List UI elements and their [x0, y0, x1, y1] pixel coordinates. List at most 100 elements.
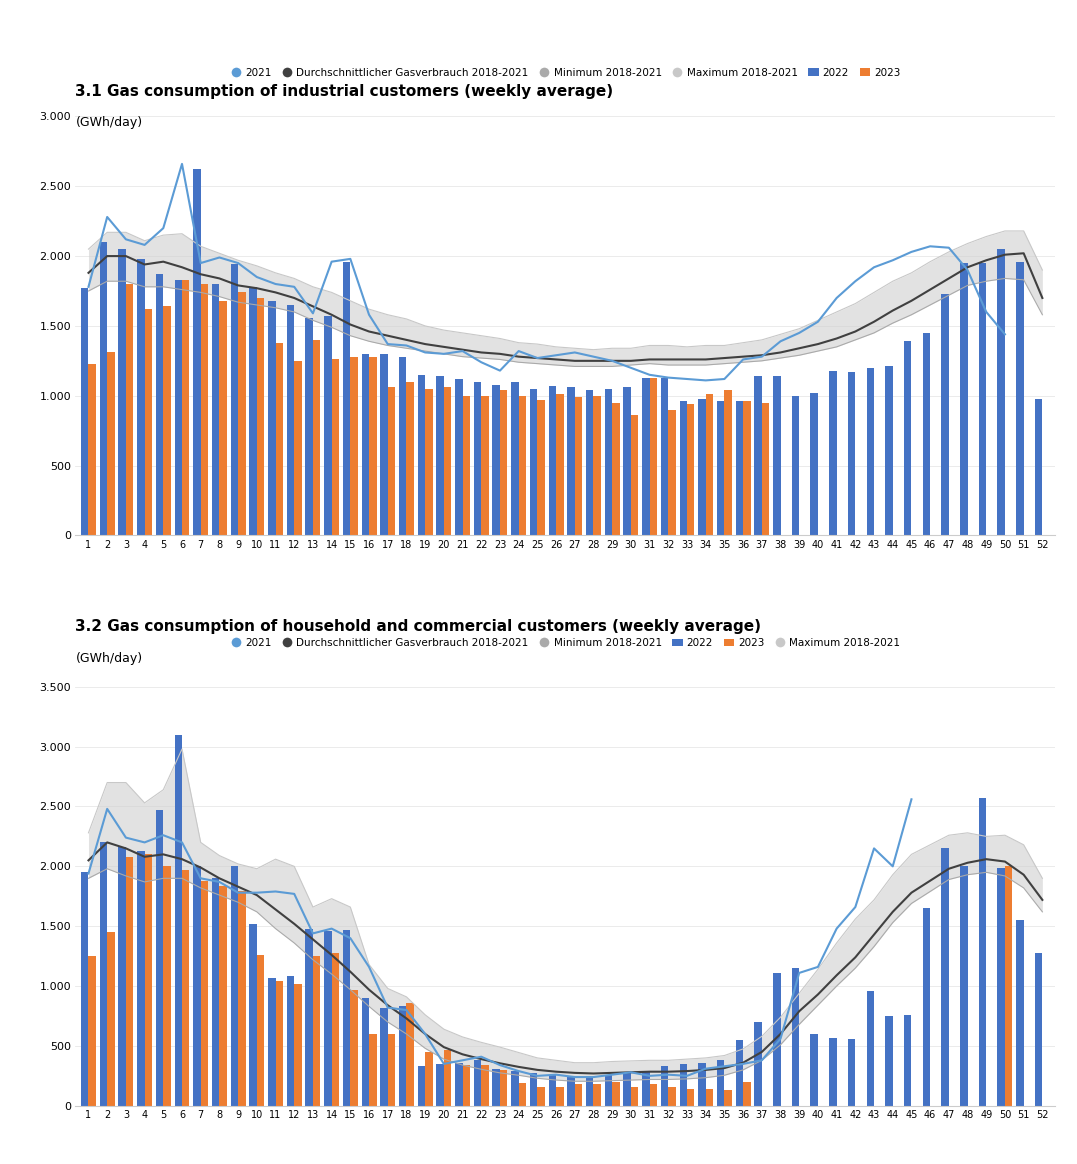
- Bar: [624, 1073, 631, 1106]
- Bar: [81, 872, 88, 1106]
- Bar: [286, 305, 294, 535]
- Bar: [593, 1084, 601, 1106]
- Bar: [256, 954, 264, 1106]
- Bar: [1035, 952, 1043, 1106]
- Bar: [698, 398, 705, 535]
- Bar: [773, 973, 781, 1106]
- Bar: [687, 404, 695, 535]
- Bar: [556, 1087, 563, 1106]
- Bar: [705, 395, 713, 535]
- Bar: [398, 356, 406, 535]
- Bar: [350, 356, 358, 535]
- Bar: [436, 376, 444, 535]
- Bar: [979, 799, 987, 1106]
- Bar: [792, 968, 799, 1106]
- Bar: [313, 956, 321, 1106]
- Text: 3.1 Gas consumption of industrial customers (weekly average): 3.1 Gas consumption of industrial custom…: [75, 84, 614, 99]
- Bar: [369, 356, 377, 535]
- Bar: [612, 1081, 619, 1106]
- Bar: [1035, 398, 1043, 535]
- Bar: [661, 377, 669, 535]
- Bar: [537, 400, 545, 535]
- Bar: [754, 1022, 761, 1106]
- Bar: [743, 402, 751, 535]
- Bar: [230, 264, 238, 535]
- Bar: [144, 310, 152, 535]
- Bar: [193, 170, 200, 535]
- Bar: [462, 1065, 470, 1106]
- Bar: [512, 382, 519, 535]
- Bar: [997, 249, 1005, 535]
- Bar: [548, 1074, 556, 1106]
- Bar: [342, 930, 350, 1106]
- Bar: [369, 1034, 377, 1106]
- Bar: [717, 1060, 725, 1106]
- Bar: [848, 372, 855, 535]
- Bar: [481, 1065, 489, 1106]
- Bar: [156, 810, 164, 1106]
- Bar: [276, 342, 283, 535]
- Bar: [200, 881, 208, 1106]
- Bar: [100, 242, 108, 535]
- Bar: [1017, 921, 1023, 1106]
- Bar: [923, 908, 931, 1106]
- Bar: [406, 382, 414, 535]
- Bar: [575, 1084, 583, 1106]
- Bar: [238, 292, 246, 535]
- Bar: [88, 956, 96, 1106]
- Bar: [462, 396, 470, 535]
- Bar: [492, 1069, 500, 1106]
- Bar: [512, 1071, 519, 1106]
- Bar: [425, 389, 433, 535]
- Bar: [268, 300, 276, 535]
- Bar: [941, 293, 949, 535]
- Bar: [923, 333, 931, 535]
- Bar: [556, 395, 563, 535]
- Bar: [848, 1038, 855, 1106]
- Bar: [126, 857, 134, 1106]
- Legend: 2021, Durchschnittlicher Gasverbrauch 2018-2021, Minimum 2018-2021, Maximum 2018: 2021, Durchschnittlicher Gasverbrauch 20…: [230, 68, 900, 78]
- Bar: [324, 317, 332, 535]
- Bar: [829, 1037, 837, 1106]
- Bar: [294, 361, 302, 535]
- Bar: [425, 1052, 433, 1106]
- Bar: [286, 977, 294, 1106]
- Bar: [418, 1066, 425, 1106]
- Bar: [867, 991, 875, 1106]
- Text: (GWh/day): (GWh/day): [75, 652, 142, 665]
- Bar: [108, 353, 114, 535]
- Bar: [444, 388, 451, 535]
- Bar: [88, 363, 96, 535]
- Bar: [481, 396, 489, 535]
- Bar: [754, 376, 761, 535]
- Text: 3.2 Gas consumption of household and commercial customers (weekly average): 3.2 Gas consumption of household and com…: [75, 619, 761, 634]
- Bar: [306, 318, 313, 535]
- Bar: [418, 375, 425, 535]
- Bar: [332, 360, 339, 535]
- Bar: [500, 1070, 507, 1106]
- Bar: [885, 367, 893, 535]
- Bar: [137, 851, 144, 1106]
- Bar: [492, 384, 500, 535]
- Bar: [380, 354, 388, 535]
- Bar: [81, 289, 88, 535]
- Bar: [642, 377, 649, 535]
- Bar: [456, 379, 462, 535]
- Bar: [631, 1087, 639, 1106]
- Bar: [324, 931, 332, 1106]
- Bar: [313, 340, 321, 535]
- Bar: [342, 262, 350, 535]
- Bar: [118, 847, 126, 1106]
- Bar: [268, 978, 276, 1106]
- Bar: [306, 929, 313, 1106]
- Bar: [568, 1076, 575, 1106]
- Bar: [212, 284, 220, 535]
- Bar: [444, 1050, 451, 1106]
- Bar: [642, 1071, 649, 1106]
- Bar: [586, 390, 593, 535]
- Bar: [904, 1015, 911, 1106]
- Bar: [792, 396, 799, 535]
- Bar: [156, 275, 164, 535]
- Bar: [537, 1087, 545, 1106]
- Bar: [530, 389, 537, 535]
